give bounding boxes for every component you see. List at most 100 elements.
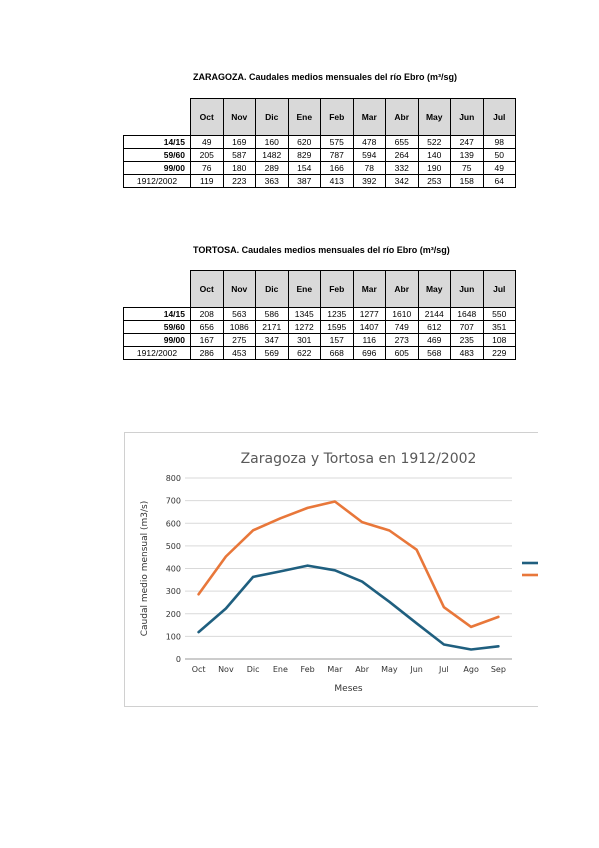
table-corner — [124, 99, 191, 136]
x-tick-label: Abr — [355, 665, 370, 674]
table-cell: 154 — [287, 161, 321, 175]
x-tick-label: Dic — [247, 665, 260, 674]
table-cell: 223 — [222, 174, 256, 188]
month-header: Mar — [352, 98, 386, 136]
x-tick-label: Ago — [463, 665, 479, 674]
y-tick-label: 300 — [166, 587, 181, 596]
table-cell: 119 — [190, 174, 224, 188]
month-header: Jun — [450, 98, 484, 136]
month-header: Nov — [222, 98, 256, 136]
month-header: Jun — [450, 270, 484, 308]
table-cell: 622 — [287, 346, 321, 360]
table-cell: 50 — [482, 148, 516, 162]
table-cell: 2144 — [417, 307, 451, 321]
table-cell: 167 — [190, 333, 224, 347]
table-cell: 1482 — [255, 148, 289, 162]
row-label: 1912/2002 — [123, 346, 191, 360]
y-tick-label: 800 — [166, 474, 181, 483]
table-cell: 668 — [320, 346, 354, 360]
y-tick-label: 600 — [166, 519, 181, 528]
table-cell: 569 — [255, 346, 289, 360]
table-row: 14/15 49 169 160 620 575 478 655 522 247 98 — [123, 135, 516, 149]
table-cell: 522 — [417, 135, 451, 149]
table-cell: 749 — [385, 320, 419, 334]
tortosa-flow-table: Oct Nov Dic Ene Feb Mar Abr May Jun Jul 14/15 208 56… — [123, 270, 516, 360]
table-cell: 1610 — [385, 307, 419, 321]
table-cell: 620 — [287, 135, 321, 149]
table-cell: 707 — [450, 320, 484, 334]
table-cell: 157 — [320, 333, 354, 347]
table-cell: 655 — [385, 135, 419, 149]
table-cell: 208 — [190, 307, 224, 321]
table-cell: 75 — [450, 161, 484, 175]
table-cell: 656 — [190, 320, 224, 334]
table-cell: 169 — [222, 135, 256, 149]
y-tick-label: 500 — [166, 542, 181, 551]
table-cell: 190 — [417, 161, 451, 175]
month-header: Dic — [255, 270, 289, 308]
table-cell: 351 — [482, 320, 516, 334]
row-label: 14/15 — [123, 307, 191, 321]
table-cell: 829 — [287, 148, 321, 162]
month-header: May — [417, 98, 451, 136]
table-cell: 286 — [190, 346, 224, 360]
table-cell: 1407 — [352, 320, 386, 334]
table-cell: 108 — [482, 333, 516, 347]
table-row: 1912/2002 286 453 569 622 668 696 605 568 483 229 — [123, 346, 516, 360]
table-cell: 235 — [450, 333, 484, 347]
table-cell: 612 — [417, 320, 451, 334]
table-cell: 1086 — [222, 320, 256, 334]
table-cell: 478 — [352, 135, 386, 149]
table-cell: 332 — [385, 161, 419, 175]
month-header: Jul — [482, 98, 516, 136]
series-line — [197, 564, 500, 651]
table-cell: 469 — [417, 333, 451, 347]
table-cell: 140 — [417, 148, 451, 162]
table-cell: 253 — [417, 174, 451, 188]
chart-panel: Zaragoza y Tortosa en 1912/2002 0 100 200 30… — [124, 432, 538, 707]
y-tick-label: 400 — [166, 565, 181, 574]
table-cell: 76 — [190, 161, 224, 175]
table-cell: 205 — [190, 148, 224, 162]
tortosa-table-title: TORTOSA. Caudales medios mensuales del r… — [193, 245, 450, 255]
month-header: Ene — [287, 270, 321, 308]
series-line — [197, 500, 500, 629]
table-cell: 586 — [255, 307, 289, 321]
table-cell: 301 — [287, 333, 321, 347]
x-tick-label: Feb — [301, 665, 315, 674]
table-cell: 594 — [352, 148, 386, 162]
month-header: May — [417, 270, 451, 308]
table-cell: 453 — [222, 346, 256, 360]
row-label: 59/60 — [123, 148, 191, 162]
month-header: Jul — [482, 270, 516, 308]
table-cell: 550 — [482, 307, 516, 321]
table-cell: 1345 — [287, 307, 321, 321]
row-label: 99/00 — [123, 161, 191, 175]
table-cell: 696 — [352, 346, 386, 360]
table-cell: 116 — [352, 333, 386, 347]
table-cell: 568 — [417, 346, 451, 360]
table-cell: 160 — [255, 135, 289, 149]
table-cell: 158 — [450, 174, 484, 188]
x-tick-label: Oct — [192, 665, 206, 674]
x-tick-label: Sep — [491, 665, 506, 674]
table-row: 1912/2002 119 223 363 387 413 392 342 253 158 64 — [123, 174, 516, 188]
row-label: 14/15 — [123, 135, 191, 149]
table-row: 59/60 656 1086 2171 1272 1595 1407 749 612 707 351 — [123, 320, 516, 334]
zaragoza-table-title: ZARAGOZA. Caudales medios mensuales del … — [193, 72, 458, 82]
table-cell: 363 — [255, 174, 289, 188]
table-cell: 413 — [320, 174, 354, 188]
y-tick-label: 200 — [166, 610, 181, 619]
y-tick-label: 0 — [176, 655, 181, 664]
table-cell: 387 — [287, 174, 321, 188]
table-cell: 180 — [222, 161, 256, 175]
month-header: Dic — [255, 98, 289, 136]
month-header: Mar — [352, 270, 386, 308]
month-header: Abr — [385, 98, 419, 136]
x-tick-label: Jul — [438, 665, 449, 674]
table-row: 99/00 76 180 289 154 166 78 332 190 75 49 — [123, 161, 516, 175]
x-axis-label: Meses — [334, 684, 363, 694]
row-label: 1912/2002 — [123, 174, 191, 188]
month-header: Oct — [190, 270, 224, 308]
table-cell: 229 — [482, 346, 516, 360]
